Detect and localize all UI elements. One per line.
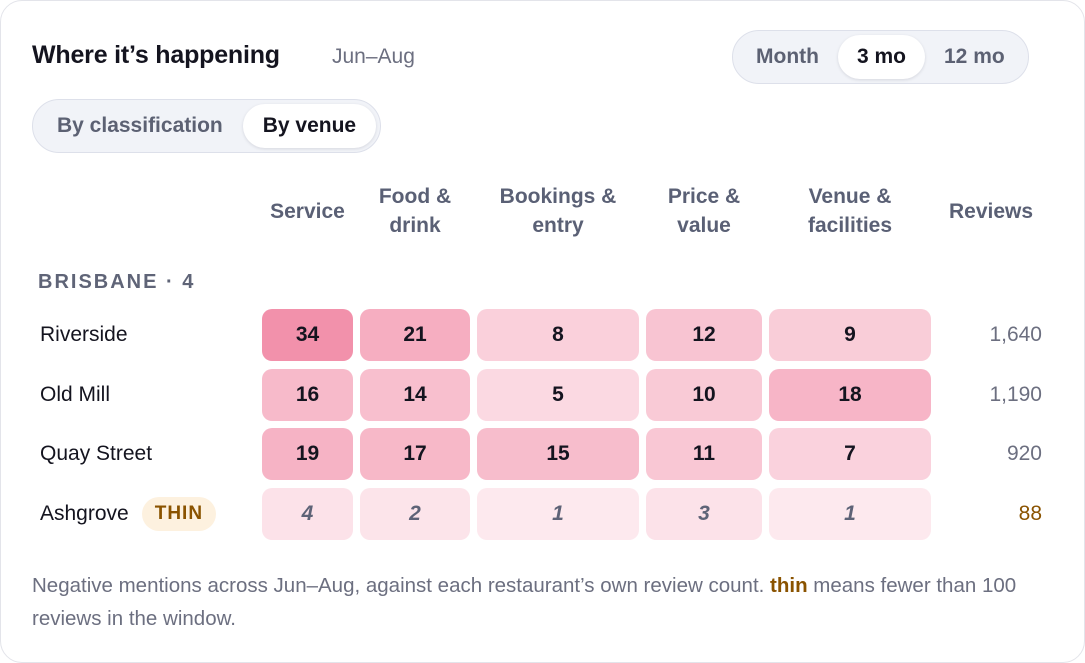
review-count-ashgrove: 88: [1018, 502, 1042, 525]
column-header-venue-facilities: Venue & facilities: [769, 181, 931, 241]
venue-name-ashgrove[interactable]: Ashgrove THIN: [40, 488, 217, 540]
heat-cell-riverside-bookings-entry[interactable]: 8: [477, 309, 639, 361]
venue-name-label: Ashgrove: [40, 502, 129, 525]
heat-cell-quay-street-food-drink[interactable]: 17: [360, 428, 470, 480]
column-header-reviews: Reviews: [948, 199, 1034, 223]
venue-name-riverside[interactable]: Riverside: [40, 309, 128, 361]
footnote: Negative mentions across Jun–Aug, agains…: [32, 569, 1052, 635]
heat-cell-old-mill-bookings-entry[interactable]: 5: [477, 369, 639, 421]
column-header-food-drink-label: Food & drink: [378, 185, 452, 237]
column-header-price-value-label: Price & value: [667, 185, 741, 237]
column-header-price-value: Price & value: [646, 181, 762, 241]
heat-cell-riverside-food-drink[interactable]: 21: [360, 309, 470, 361]
heat-cell-old-mill-service[interactable]: 16: [262, 369, 353, 421]
heat-cell-riverside-venue-facilities[interactable]: 9: [769, 309, 931, 361]
date-range-label: Jun–Aug: [332, 45, 415, 68]
thin-badge: THIN: [141, 497, 217, 531]
group-label-brisbane: BRISBANE · 4: [38, 271, 196, 293]
column-header-bookings-entry: Bookings & entry: [477, 181, 639, 241]
heat-cell-old-mill-food-drink[interactable]: 14: [360, 369, 470, 421]
view-toggle: By classification By venue: [32, 99, 382, 153]
period-12mo-tab[interactable]: 12 mo: [944, 45, 1005, 68]
heat-cell-ashgrove-service[interactable]: 4: [262, 488, 353, 540]
heat-cell-quay-street-venue-facilities[interactable]: 7: [769, 428, 931, 480]
heat-cell-ashgrove-price-value[interactable]: 3: [646, 488, 762, 540]
footnote-text-before: Negative mentions across Jun–Aug, agains…: [32, 574, 771, 597]
venue-name-quay-street[interactable]: Quay Street: [40, 428, 152, 480]
column-header-service: Service: [270, 199, 345, 223]
card-title: Where it’s happening: [32, 41, 280, 69]
footnote-keyword: thin: [770, 574, 808, 597]
column-header-food-drink: Food & drink: [360, 181, 470, 241]
review-count-riverside: 1,640: [989, 323, 1042, 346]
by-venue-tab[interactable]: By venue: [242, 104, 377, 148]
heat-cell-quay-street-bookings-entry[interactable]: 15: [477, 428, 639, 480]
footnote-text-after: means fewer than 100 reviews in the wind…: [32, 574, 1017, 630]
heat-cell-riverside-service[interactable]: 34: [262, 309, 353, 361]
heat-cell-ashgrove-venue-facilities[interactable]: 1: [769, 488, 931, 540]
heat-cell-riverside-price-value[interactable]: 12: [646, 309, 762, 361]
period-toggle: Month 3 mo 12 mo: [732, 30, 1029, 84]
heat-cell-old-mill-venue-facilities[interactable]: 18: [769, 369, 931, 421]
review-count-old-mill: 1,190: [989, 383, 1042, 406]
period-month-tab[interactable]: Month: [756, 45, 819, 68]
venue-name-old-mill[interactable]: Old Mill: [40, 369, 110, 421]
column-header-bookings-entry-label: Bookings & entry: [499, 185, 617, 237]
heat-cell-ashgrove-bookings-entry[interactable]: 1: [477, 488, 639, 540]
by-classification-tab[interactable]: By classification: [57, 114, 223, 137]
review-count-quay-street: 920: [1006, 442, 1042, 465]
heat-cell-ashgrove-food-drink[interactable]: 2: [360, 488, 470, 540]
heat-cell-old-mill-price-value[interactable]: 10: [646, 369, 762, 421]
period-3mo-tab[interactable]: 3 mo: [837, 35, 925, 79]
venue-name-label: Old Mill: [40, 383, 111, 406]
heat-cell-quay-street-price-value[interactable]: 11: [646, 428, 762, 480]
heat-cell-quay-street-service[interactable]: 19: [262, 428, 353, 480]
column-header-venue-facilities-label: Venue & facilities: [807, 185, 893, 237]
venue-name-label: Quay Street: [40, 442, 153, 465]
venue-name-label: Riverside: [40, 323, 128, 346]
